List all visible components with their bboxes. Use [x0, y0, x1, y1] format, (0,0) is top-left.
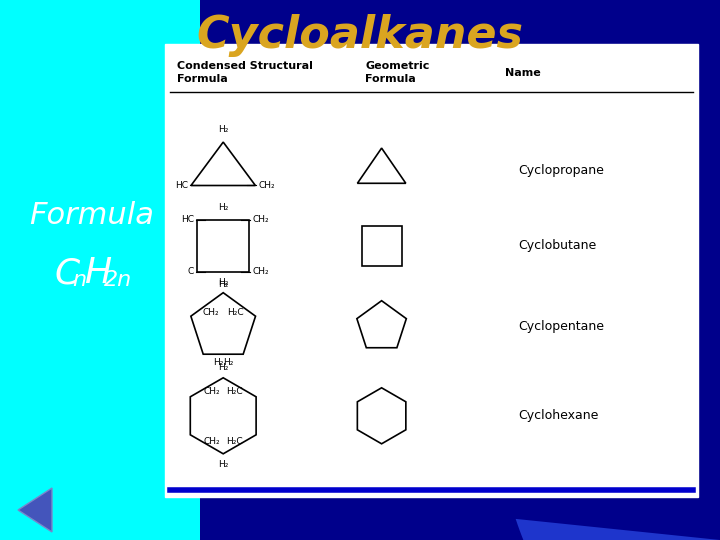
Text: CH₂: CH₂	[252, 215, 269, 224]
Text: H₂C: H₂C	[227, 308, 243, 316]
Text: C: C	[188, 267, 194, 276]
Text: CH₂: CH₂	[258, 181, 275, 190]
Text: CH₂: CH₂	[203, 437, 220, 446]
Text: CH₂: CH₂	[252, 267, 269, 276]
Polygon shape	[0, 0, 200, 540]
Text: Name: Name	[505, 68, 541, 78]
Text: H₂: H₂	[218, 278, 228, 287]
Text: H₂: H₂	[218, 363, 228, 372]
Text: n: n	[72, 271, 86, 291]
Text: Cyclobutane: Cyclobutane	[518, 239, 597, 252]
Text: HC: HC	[175, 181, 188, 190]
Text: Condensed Structural
Formula: Condensed Structural Formula	[177, 62, 313, 84]
Text: Cyclohexane: Cyclohexane	[518, 409, 599, 422]
Text: Geometric
Formula: Geometric Formula	[365, 62, 429, 84]
Text: 2n: 2n	[104, 271, 132, 291]
Text: C: C	[54, 256, 79, 291]
Text: H₂C: H₂C	[227, 387, 243, 396]
Text: Cyclopropane: Cyclopropane	[518, 164, 604, 177]
Text: H₂: H₂	[213, 357, 224, 367]
Polygon shape	[516, 280, 720, 540]
Text: Cycloalkanes: Cycloalkanes	[197, 14, 523, 57]
Text: H₂: H₂	[222, 357, 233, 367]
Text: Formula: Formula	[30, 201, 155, 231]
Text: Cyclopentane: Cyclopentane	[518, 320, 604, 333]
Text: HC: HC	[181, 215, 194, 224]
Text: CH₂: CH₂	[203, 308, 220, 316]
Text: H₂: H₂	[218, 280, 228, 289]
Text: H₂: H₂	[218, 460, 228, 469]
Text: H₂: H₂	[218, 202, 228, 212]
Polygon shape	[18, 488, 52, 532]
Text: H: H	[84, 256, 111, 291]
Text: H₂C: H₂C	[227, 437, 243, 446]
Text: CH₂: CH₂	[203, 387, 220, 396]
Text: H₂: H₂	[218, 125, 228, 134]
Polygon shape	[165, 44, 698, 497]
